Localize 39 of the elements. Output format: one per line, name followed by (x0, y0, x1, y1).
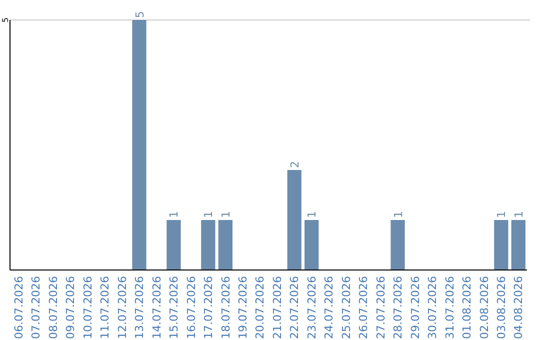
x-tick-label: 07.07.2026 (30, 276, 43, 339)
x-tick-label: 04.08.2026 (512, 276, 526, 339)
x-tick-label: 27.07.2026 (374, 276, 388, 339)
x-tick-label: 11.07.2026 (98, 276, 112, 339)
x-tick-label: 16.07.2026 (184, 276, 198, 339)
x-tick-label: 18.07.2026 (219, 276, 232, 339)
x-tick-label: 19.07.2026 (236, 276, 250, 339)
x-tick-label: 17.07.2026 (202, 276, 216, 339)
x-tick-label: 20.07.2026 (254, 276, 267, 339)
data-label: 1 (512, 211, 526, 218)
data-label: 1 (168, 211, 181, 218)
data-label: 1 (392, 211, 405, 218)
x-tick-label: 21.07.2026 (270, 276, 284, 339)
x-tick-label: 26.07.2026 (357, 276, 370, 339)
x-tick-label: 14.07.2026 (150, 276, 164, 339)
x-tick-label: 01.08.2026 (460, 276, 474, 339)
x-tick-label: 24.07.2026 (322, 276, 336, 339)
x-tick-label: 13.07.2026 (133, 276, 146, 339)
x-tick-label: 10.07.2026 (81, 276, 94, 339)
data-label: 1 (306, 211, 319, 218)
x-tick-label: 23.07.2026 (305, 276, 318, 339)
x-tick-label: 12.07.2026 (116, 276, 129, 339)
x-tick-label: 29.07.2026 (408, 276, 422, 339)
x-tick-label: 30.07.2026 (426, 276, 440, 339)
x-tick-label: 31.07.2026 (443, 276, 456, 339)
x-tick-label: 06.07.2026 (12, 276, 26, 339)
x-tick-label: 09.07.2026 (64, 276, 78, 339)
x-tick-label: 28.07.2026 (392, 276, 405, 339)
x-tick-label: 03.08.2026 (495, 276, 508, 339)
x-tick-label: 08.07.2026 (46, 276, 60, 339)
x-tick-label: 22.07.2026 (288, 276, 302, 339)
data-label: 1 (202, 211, 216, 218)
x-tick-label: 15.07.2026 (168, 276, 181, 339)
data-label: 5 (133, 11, 146, 18)
data-label: 1 (495, 211, 508, 218)
data-label: 2 (288, 161, 302, 168)
data-label: 1 (219, 211, 232, 218)
x-tick-label: 25.07.2026 (340, 276, 353, 339)
x-tick-label: 02.08.2026 (478, 276, 491, 339)
